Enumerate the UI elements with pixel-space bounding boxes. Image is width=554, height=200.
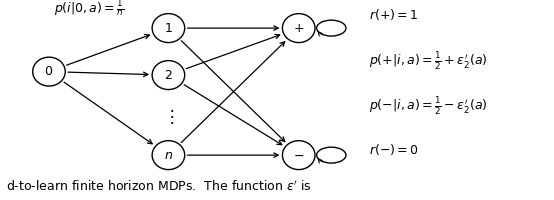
- Text: $p(-|i, a) = \frac{1}{2} - \epsilon_2'(a)$: $p(-|i, a) = \frac{1}{2} - \epsilon_2'(a…: [370, 95, 488, 117]
- Text: $0$: $0$: [44, 65, 54, 78]
- Text: $+$: $+$: [293, 22, 304, 35]
- Text: d-to-learn finite horizon MDPs.  The function $\epsilon'$ is: d-to-learn finite horizon MDPs. The func…: [6, 179, 311, 194]
- Text: $2$: $2$: [164, 69, 173, 82]
- Ellipse shape: [33, 57, 65, 86]
- Text: $n$: $n$: [164, 149, 173, 162]
- Text: $-$: $-$: [293, 149, 304, 162]
- Ellipse shape: [283, 141, 315, 170]
- Text: $p(+|i, a) = \frac{1}{2} + \epsilon_2'(a)$: $p(+|i, a) = \frac{1}{2} + \epsilon_2'(a…: [370, 50, 488, 72]
- Text: $p(i|0, a) = \frac{1}{n}$: $p(i|0, a) = \frac{1}{n}$: [54, 0, 125, 19]
- Ellipse shape: [152, 141, 184, 170]
- Ellipse shape: [152, 14, 184, 43]
- Text: $1$: $1$: [164, 22, 173, 35]
- Text: $r(-) = 0$: $r(-) = 0$: [370, 142, 419, 157]
- Ellipse shape: [283, 14, 315, 43]
- Text: $\vdots$: $\vdots$: [163, 107, 174, 126]
- Text: $r(+) = 1$: $r(+) = 1$: [370, 7, 419, 22]
- Ellipse shape: [152, 61, 184, 90]
